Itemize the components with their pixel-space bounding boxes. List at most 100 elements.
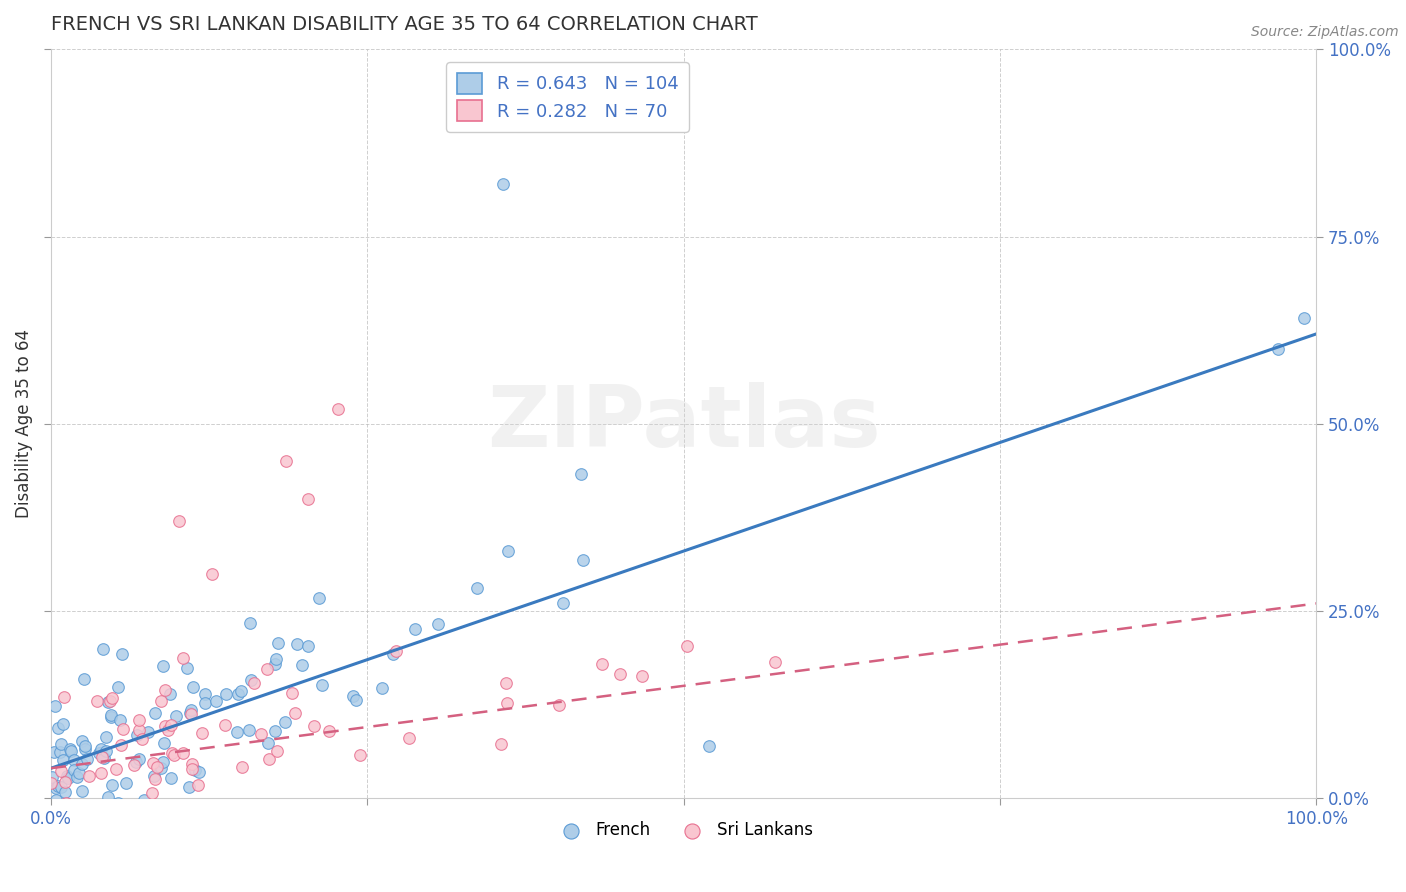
Point: [143, 769, 166, 783]
Legend: French, Sri Lankans: French, Sri Lankans: [547, 814, 820, 846]
Point: [87, 746, 110, 760]
Point: [93, 751, 115, 765]
Point: [489, 738, 512, 752]
Point: [297, 491, 319, 506]
Point: [77, 769, 100, 783]
Point: [371, 681, 394, 695]
Point: [125, 756, 148, 770]
Point: [572, 553, 595, 567]
Point: [398, 731, 420, 745]
Point: [281, 686, 304, 700]
Point: [125, 728, 148, 742]
Point: [53, 785, 76, 799]
Point: [141, 786, 163, 800]
Point: [609, 667, 631, 681]
Point: [405, 622, 427, 636]
Point: [763, 655, 786, 669]
Point: [1267, 342, 1289, 356]
Point: [257, 752, 280, 766]
Point: [41, 776, 63, 790]
Point: [256, 662, 278, 676]
Point: [344, 693, 367, 707]
Point: [427, 616, 450, 631]
Point: [59, 744, 82, 758]
Point: [239, 616, 262, 631]
Point: [159, 687, 181, 701]
Point: [97, 789, 120, 804]
Point: [86, 806, 108, 821]
Point: [153, 736, 176, 750]
Point: [73, 742, 96, 756]
Point: [630, 669, 652, 683]
Point: [155, 719, 177, 733]
Point: [136, 725, 159, 739]
Point: [44, 698, 66, 713]
Point: [188, 764, 211, 779]
Point: [385, 644, 408, 658]
Point: [194, 687, 217, 701]
Point: [70, 784, 93, 798]
Point: [70, 757, 93, 772]
Point: [110, 739, 132, 753]
Point: [128, 752, 150, 766]
Point: [274, 454, 297, 468]
Point: [180, 703, 202, 717]
Point: [83, 804, 105, 818]
Point: [70, 734, 93, 748]
Point: [266, 636, 288, 650]
Point: [226, 688, 249, 702]
Point: [45, 780, 67, 795]
Point: [51, 764, 73, 778]
Point: [66, 770, 89, 784]
Point: [52, 753, 75, 767]
Point: [591, 657, 613, 672]
Point: [229, 684, 252, 698]
Point: [63, 753, 86, 767]
Point: [152, 755, 174, 769]
Point: [66, 806, 89, 821]
Point: [676, 639, 699, 653]
Text: FRENCH VS SRI LANKAN DISABILITY AGE 35 TO 64 CORRELATION CHART: FRENCH VS SRI LANKAN DISABILITY AGE 35 T…: [51, 15, 758, 34]
Point: [297, 640, 319, 654]
Point: [183, 763, 205, 777]
Point: [167, 514, 190, 528]
Point: [143, 706, 166, 720]
Point: [107, 796, 129, 810]
Point: [58, 772, 80, 786]
Point: [97, 695, 120, 709]
Point: [132, 793, 155, 807]
Point: [181, 762, 204, 776]
Point: [111, 647, 134, 661]
Point: [172, 747, 194, 761]
Point: [180, 707, 202, 722]
Point: [149, 761, 172, 775]
Point: [180, 756, 202, 771]
Point: [114, 776, 136, 790]
Point: [465, 581, 488, 595]
Point: [191, 726, 214, 740]
Point: [201, 566, 224, 581]
Y-axis label: Disability Age 35 to 64: Disability Age 35 to 64: [15, 329, 32, 518]
Point: [187, 778, 209, 792]
Point: [41, 770, 63, 784]
Point: [104, 762, 127, 776]
Point: [73, 739, 96, 753]
Point: [44, 746, 66, 760]
Point: [67, 801, 90, 815]
Point: [94, 730, 117, 744]
Point: [172, 651, 194, 665]
Point: [214, 718, 236, 732]
Point: [495, 675, 517, 690]
Point: [284, 706, 307, 720]
Point: [697, 739, 720, 753]
Point: [69, 765, 91, 780]
Point: [179, 706, 201, 720]
Point: [162, 746, 184, 760]
Point: [101, 691, 124, 706]
Point: [264, 724, 287, 739]
Point: [100, 710, 122, 724]
Point: [551, 597, 574, 611]
Point: [76, 752, 98, 766]
Point: [318, 724, 340, 739]
Point: [349, 747, 371, 762]
